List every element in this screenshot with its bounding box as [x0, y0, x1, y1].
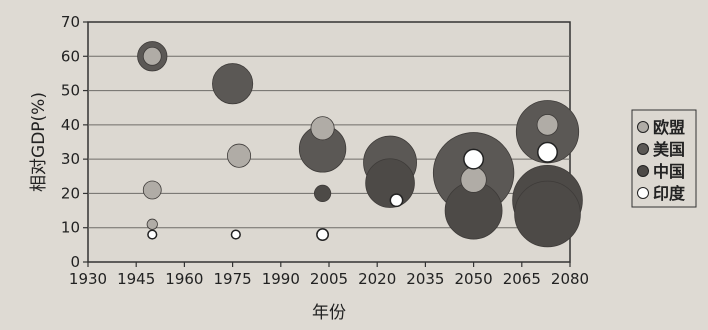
bubbles [137, 41, 583, 248]
y-tick-label-2: 20 [61, 184, 80, 202]
bubble-s3-p1 [230, 229, 241, 240]
bubble-s0-p3 [226, 143, 252, 168]
bubble-s0-p4 [310, 116, 335, 141]
legend-marker-1 [637, 143, 649, 155]
y-axis-title: 相对GDP(%) [29, 92, 49, 192]
y-axis-ticks: 0 10 20 30 40 50 60 70 [61, 13, 88, 271]
legend-marker-0 [637, 121, 649, 133]
bubble-s0-p1 [142, 180, 162, 200]
bubble-s0-p5 [460, 166, 487, 193]
x-tick-label-0: 1930 [69, 270, 107, 288]
x-axis-title: 年份 [312, 303, 346, 323]
bubble-s3-p2 [316, 228, 330, 242]
legend-marker-3 [637, 187, 649, 199]
bubble-s2-p1 [365, 158, 415, 208]
x-axis-ticks: 1930 1945 1960 1975 1990 2005 2020 2035 2050 2065… [69, 262, 589, 288]
bubble-s2-p0 [313, 184, 332, 203]
y-tick-label-7: 70 [61, 13, 80, 31]
y-tick-label-6: 60 [61, 47, 80, 65]
bubble-s2-p3 [514, 180, 581, 248]
bubble-s3-p0 [147, 229, 158, 240]
x-tick-label-10: 2080 [551, 270, 589, 288]
legend-label-2: 中国 [653, 162, 685, 181]
y-tick-label-3: 30 [61, 150, 80, 168]
y-tick-label-5: 50 [61, 82, 80, 100]
bubble-s1-p1 [212, 63, 254, 105]
x-tick-label-8: 2050 [455, 270, 493, 288]
legend-label-3: 印度 [653, 184, 686, 203]
legend-label-1: 美国 [653, 140, 685, 159]
bubble-s3-p4 [463, 148, 485, 170]
x-tick-label-2: 1960 [165, 270, 203, 288]
legend-marker-2 [637, 165, 649, 177]
x-tick-label-9: 2065 [503, 270, 541, 288]
bubble-s0-p6 [536, 114, 559, 136]
x-tick-label-5: 2005 [310, 270, 348, 288]
y-tick-label-0: 0 [70, 253, 80, 271]
x-tick-label-6: 2020 [358, 270, 396, 288]
bubble-s3-p5 [537, 141, 558, 163]
y-tick-label-1: 10 [61, 219, 80, 237]
y-tick-label-4: 40 [61, 116, 80, 134]
x-tick-label-1: 1945 [117, 270, 155, 288]
legend-label-0: 欧盟 [653, 118, 685, 137]
bubble-s0-p0 [142, 46, 162, 66]
x-tick-label-4: 1990 [262, 270, 300, 288]
x-tick-label-7: 2035 [406, 270, 444, 288]
bubble-s0-p2 [146, 218, 158, 230]
bubble-s3-p3 [389, 193, 404, 208]
x-tick-label-3: 1975 [214, 270, 252, 288]
